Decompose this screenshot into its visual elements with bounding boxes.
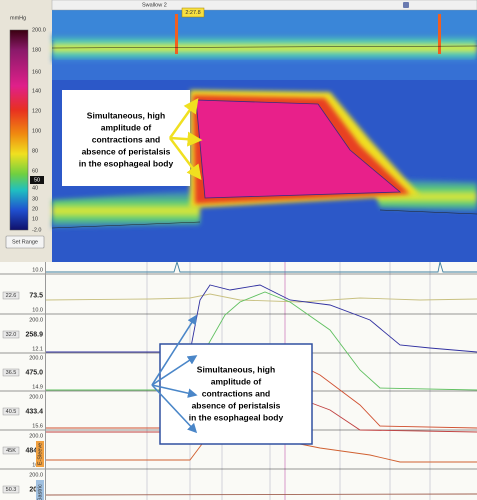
channel-tag <box>2 291 20 300</box>
annotation-line: contractions and <box>92 134 160 144</box>
scale-label: 120 <box>32 108 41 114</box>
time-label: 2:27.8 <box>185 10 200 16</box>
channel-tag-label: 40.5 <box>6 409 17 415</box>
scale-label: 80 <box>32 148 38 154</box>
scale-label: -2.0 <box>32 227 41 233</box>
channel-tag <box>2 407 20 416</box>
scale-label: 10 <box>32 216 38 222</box>
timeline-handle[interactable] <box>403 2 409 8</box>
scale-label: 20 <box>32 206 38 212</box>
annotation-line: absence of peristalsis <box>192 400 281 410</box>
channel-side-label: E-Sleeve <box>37 443 43 465</box>
channel-min: 12.1 <box>32 346 43 352</box>
scale-label: 200.0 <box>32 27 46 33</box>
channel-max: 200.0 <box>29 394 43 400</box>
annotation-line: in the esophageal body <box>79 158 174 168</box>
scale-label: 160 <box>32 69 41 75</box>
timeline-bar <box>51 0 477 11</box>
channel-tag <box>2 446 20 455</box>
channel-tag-label: 45K <box>6 448 16 454</box>
annotation-arrows <box>151 314 198 434</box>
set-range-label[interactable]: Set Range <box>12 239 38 245</box>
annotation-line: contractions and <box>202 388 270 398</box>
annotation-line: absence of peristalsis <box>82 146 171 156</box>
pressure-topography <box>51 10 477 262</box>
annotation-line: Simultaneous, high <box>87 110 165 120</box>
annotation-line: amplitude of <box>211 376 262 386</box>
scale-marker <box>30 176 44 184</box>
channel-side-tab <box>36 441 44 467</box>
scale-label: 180 <box>32 47 41 53</box>
channel-max: 200.0 <box>29 433 43 439</box>
annotation-line: Simultaneous, high <box>197 364 275 374</box>
channel-side-label: Gastric <box>37 484 43 500</box>
annotation-arrows <box>168 97 203 180</box>
set-range-button[interactable] <box>5 235 45 249</box>
event-label: Swallow 2 <box>142 2 167 8</box>
scale-label: 100 <box>32 128 41 134</box>
channel-tag <box>2 368 20 377</box>
annotation-line: amplitude of <box>101 122 152 132</box>
scale-label: 40 <box>32 185 38 191</box>
channel-min: 10.0 <box>32 307 43 313</box>
channel-value: 484.7 <box>25 447 43 454</box>
channel-min: 14.9 <box>32 384 43 390</box>
scale-label: 30 <box>32 196 38 202</box>
channel-tag <box>2 485 20 494</box>
scale-label: 140 <box>32 88 41 94</box>
scale-unit: mmHg <box>10 15 26 21</box>
channel-value: 475.0 <box>25 369 43 376</box>
channel-min: 10.0 <box>32 267 43 273</box>
annotation-line: in the esophageal body <box>189 412 284 422</box>
channel-tag-label: 22.6 <box>6 293 17 299</box>
channel-tag-label: 32.0 <box>6 332 17 338</box>
annotation-box <box>62 90 190 186</box>
channel-min: 15.6 <box>32 423 43 429</box>
color-bar <box>9 29 29 231</box>
channel-max: 200.0 <box>29 472 43 478</box>
time-marker[interactable] <box>181 7 205 18</box>
scale-marker-label: 50 <box>34 177 40 183</box>
channel-tag-label: 50.3 <box>6 487 17 493</box>
channel-value: 258.9 <box>25 331 43 338</box>
channel-tag <box>2 330 20 339</box>
channel-max: 200.0 <box>29 355 43 361</box>
channel-max: 200.0 <box>29 317 43 323</box>
channel-value: 433.4 <box>25 408 43 415</box>
channel-tag-label: 36.5 <box>6 370 17 376</box>
channel-value: 73.5 <box>29 292 43 299</box>
channel-side-tab <box>36 480 44 500</box>
scale-label: 60 <box>32 168 38 174</box>
